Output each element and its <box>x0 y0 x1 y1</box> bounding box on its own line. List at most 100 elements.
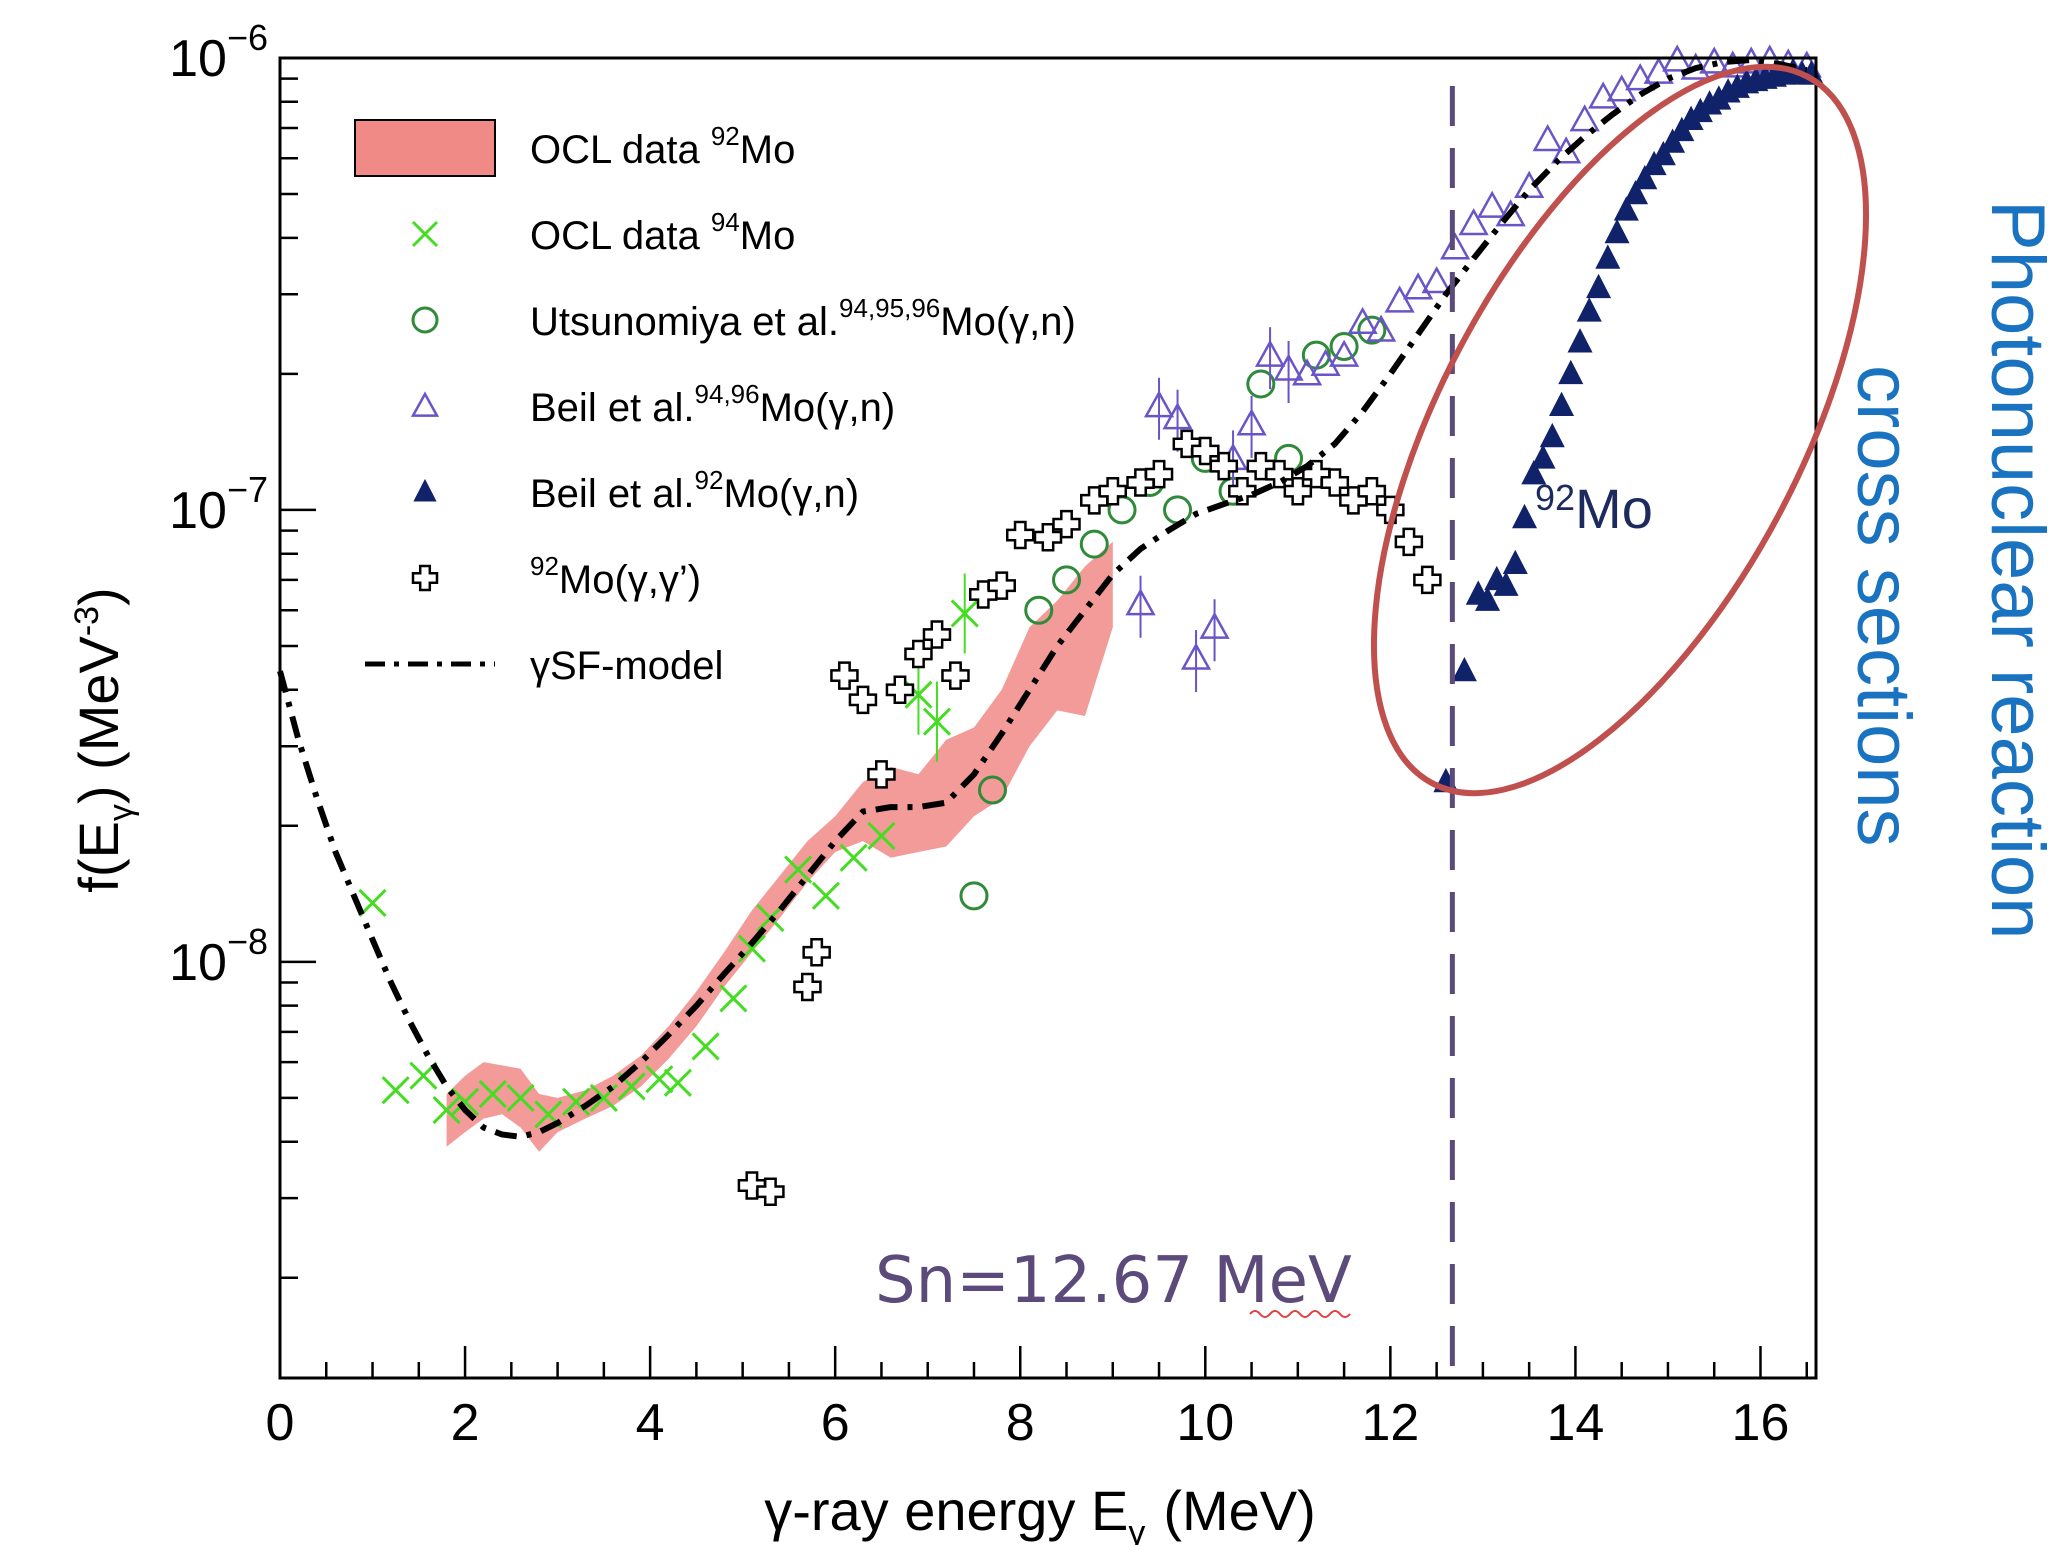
data-point <box>1357 315 1387 345</box>
data-point <box>1246 369 1276 399</box>
x-tick-label: 0 <box>266 1394 295 1452</box>
data-point <box>784 855 813 884</box>
data-point <box>1576 297 1602 322</box>
y-axis-title: f(Eγ) (MeV-3) <box>67 587 140 892</box>
data-point <box>1180 642 1212 670</box>
legend-marker <box>411 306 439 334</box>
mo92-label: 92Mo <box>1535 477 1653 540</box>
data-point <box>885 675 915 705</box>
data-point <box>904 639 933 669</box>
data-point <box>1384 285 1415 313</box>
legend-label-sup: 94,95,96 <box>839 293 940 323</box>
x-tick-label: 14 <box>1546 1394 1604 1452</box>
series-x <box>358 573 979 1129</box>
data-point <box>737 1171 767 1200</box>
data-point <box>1604 218 1630 244</box>
model-curve <box>277 56 1808 1140</box>
data-point <box>737 934 766 963</box>
legend-label-text: Beil et al. <box>530 386 695 430</box>
legend-label-tail: Mo <box>740 214 796 258</box>
data-point <box>1567 328 1593 353</box>
data-point <box>1236 408 1267 436</box>
data-point <box>432 1095 461 1125</box>
sn-label-squiggle <box>1249 1310 1351 1318</box>
data-point <box>1475 586 1501 611</box>
y-tick-exponent: −8 <box>227 921 268 962</box>
x-tick-label: 16 <box>1732 1394 1790 1452</box>
data-point <box>450 1087 480 1116</box>
data-point <box>719 984 748 1013</box>
series-cross <box>737 429 1442 1206</box>
legend-entry: 92Mo(γ,γ’) <box>411 551 701 602</box>
legend-label-text: γSF-model <box>530 644 723 688</box>
x-axis-title-sub: γ <box>1128 1514 1145 1545</box>
highlight-ellipse <box>1370 63 1870 797</box>
legend-label-sup: 94,96 <box>695 379 760 409</box>
legend-label-text: OCL data <box>530 214 711 258</box>
x-axis-title-main: γ-ray energy E <box>764 1479 1128 1542</box>
legend-entry: OCL data 92Mo <box>354 119 796 177</box>
data-point <box>987 571 1016 600</box>
data-point <box>1717 50 1748 78</box>
legend-swatch-band <box>354 119 496 177</box>
data-point <box>922 620 952 649</box>
data-point <box>1402 272 1434 300</box>
data-point <box>1493 571 1519 596</box>
data-point <box>1512 503 1538 529</box>
data-point <box>1549 391 1575 417</box>
data-point <box>941 661 970 690</box>
x-tick-label: 2 <box>451 1394 480 1452</box>
y-axis-title-sup: -3 <box>68 606 106 636</box>
y-axis-title-sub: γ <box>102 804 140 821</box>
legend-label-text: Beil et al. <box>530 472 695 516</box>
data-point <box>950 599 979 628</box>
y-tick-label: 10−6 <box>169 17 268 88</box>
x-tick-label: 10 <box>1176 1394 1234 1452</box>
data-point <box>1530 444 1556 469</box>
y-tick-base: 10 <box>169 482 227 540</box>
x-tick-label: 6 <box>821 1394 850 1452</box>
data-point <box>1413 565 1442 595</box>
data-point <box>922 707 952 736</box>
data-point <box>1273 353 1304 381</box>
data-point <box>506 1083 535 1112</box>
y-tick-exponent: −7 <box>227 469 268 510</box>
legend-marker <box>413 478 437 502</box>
data-point <box>691 1032 720 1061</box>
data-point <box>663 1068 692 1097</box>
data-point <box>1347 306 1378 335</box>
x-axis-title: γ-ray energy Eγ (MeV) <box>764 1479 1316 1545</box>
data-point <box>1199 611 1230 639</box>
data-point <box>1588 81 1619 109</box>
side-title-line1: Photonuclear reaction <box>1975 200 2048 939</box>
data-point <box>1586 273 1612 299</box>
legend-label-sup: 92 <box>530 551 559 581</box>
legend-label-sup: 92 <box>695 465 724 495</box>
data-point <box>1625 63 1656 91</box>
data-point <box>1143 390 1175 418</box>
legend-label-tail: Mo(γ,n) <box>940 300 1076 344</box>
legend-entry: OCL data 94Mo <box>411 207 796 258</box>
data-point <box>1283 476 1313 506</box>
y-tick-exponent: −6 <box>227 17 268 58</box>
data-point <box>1569 104 1600 132</box>
sn-label: Sn=12.67 MeV <box>875 1244 1352 1318</box>
legend-label-tail: Mo(γ,γ’) <box>559 558 701 602</box>
mo92-label-main: Mo <box>1575 477 1653 540</box>
data-point <box>1052 509 1081 539</box>
data-point <box>1079 529 1109 559</box>
y-axis-title-main: f(E <box>67 821 130 893</box>
data-point <box>562 1087 591 1116</box>
data-point <box>1699 46 1730 74</box>
data-point <box>959 881 989 911</box>
legend-label-tail: Mo <box>740 128 796 172</box>
mo92-label-sup: 92 <box>1535 477 1575 518</box>
data-point <box>1144 459 1174 489</box>
data-point <box>1033 523 1063 552</box>
legend-label-tail: Mo(γ,n) <box>723 472 859 516</box>
x-tick-label: 4 <box>636 1394 665 1452</box>
data-point <box>1209 451 1239 481</box>
data-point <box>1125 588 1156 616</box>
legend-entry: Beil et al.92Mo(γ,n) <box>413 465 859 516</box>
